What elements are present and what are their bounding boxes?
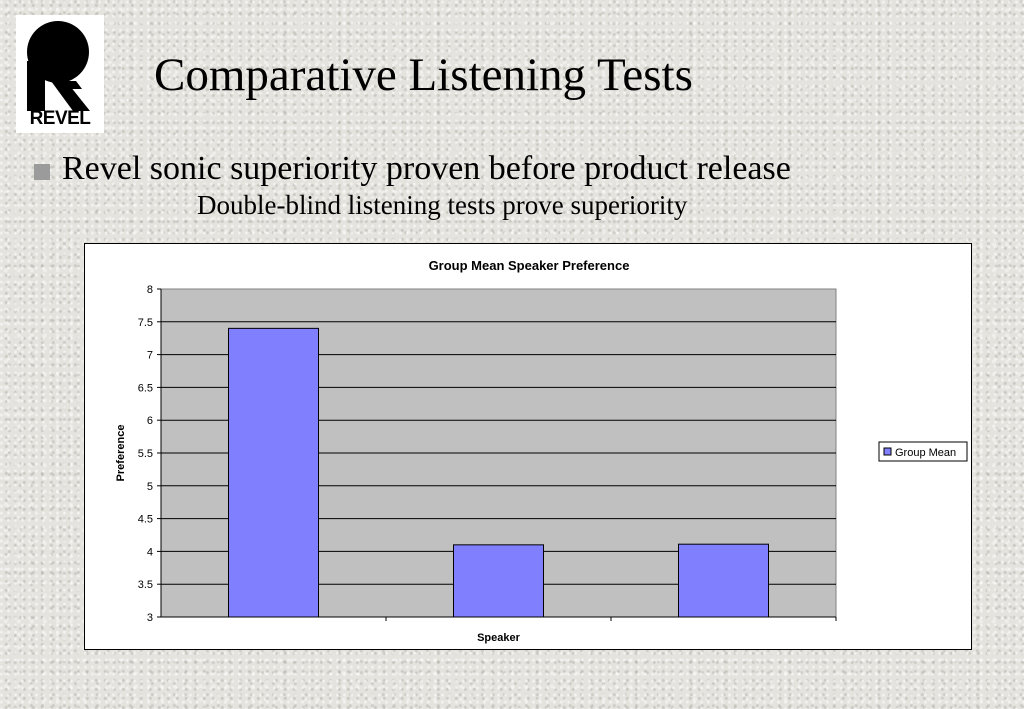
y-tick-label: 8 [147, 284, 153, 296]
y-tick-label: 7.5 [138, 317, 153, 329]
revel-logo: REVEL [16, 15, 104, 133]
legend-swatch [883, 447, 892, 456]
y-tick-label: 5.5 [138, 448, 153, 460]
bar-1 [228, 327, 319, 618]
revel-logo-mark [27, 21, 90, 111]
y-axis-label: Preference [115, 425, 127, 482]
y-tick-label: 3.5 [138, 579, 153, 591]
bar-chart: Group Mean Speaker Preference 3 3.5 4 4.5 5 5.… [115, 258, 968, 644]
y-tick-label: 6 [147, 415, 153, 427]
y-tick-label: 5 [147, 481, 153, 493]
square-bullet-icon [34, 164, 50, 181]
x-axis-label: Speaker [477, 632, 521, 644]
legend-box [878, 441, 968, 462]
chart-title: Group Mean Speaker Preference [429, 258, 630, 273]
bar-2 [453, 544, 544, 618]
y-tick-label: 6.5 [138, 382, 153, 394]
bullet-text: Revel sonic superiority proven before pr… [62, 150, 791, 187]
y-tick-label: 4.5 [138, 514, 153, 526]
y-tick-label: 4 [147, 546, 153, 558]
bullet-point: Revel sonic superiority proven before pr… [34, 150, 791, 188]
chart-container: Group Mean Speaker Preference 3 3.5 4 4.5 5 5.… [84, 243, 972, 650]
y-tick-label: 3 [147, 612, 153, 624]
slide-title: Comparative Listening Tests [154, 49, 693, 101]
slide-subtitle: Double-blind listening tests prove super… [197, 190, 688, 220]
logo-wordmark: REVEL [29, 108, 91, 129]
y-tick-label: 7 [147, 350, 153, 362]
bar-3 [678, 543, 769, 618]
legend-label: Group Mean [895, 447, 956, 459]
